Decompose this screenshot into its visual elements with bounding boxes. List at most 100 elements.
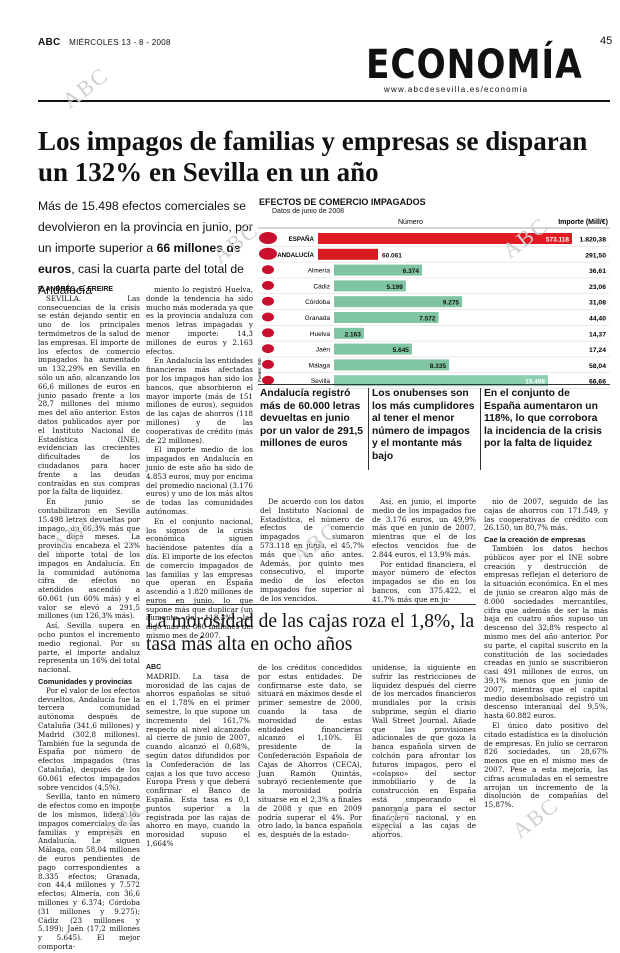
chart-data-label: 2.163 (345, 331, 362, 338)
chart-data-label: 15.498 (525, 379, 545, 386)
chart-importe-label: 23,06 (589, 284, 606, 291)
chart-data-label: 60.061 (382, 252, 402, 259)
chart-data-label: 5.199 (387, 284, 404, 291)
chart-category-label: ANDALUCÍA (277, 251, 314, 259)
pull-quote-1: Andalucía registró más de 60.000 letras … (260, 388, 364, 450)
section-url: www.abcdesevilla.es/economia (384, 85, 529, 94)
pull-quote-3: En el conjunto de España aumentaron un 1… (484, 388, 602, 450)
article-column-3: De acuerdo con los datos del Instituto N… (260, 497, 364, 605)
article-column-4: Así, en junio, el importe medio de los i… (372, 497, 476, 606)
region-map-icon (262, 280, 274, 290)
chart-category-label: Granada (305, 315, 331, 322)
paragraph: Así, en junio, el importe medio de los i… (372, 497, 476, 559)
page-number: 45 (600, 35, 613, 47)
chart-category-label: Almería (308, 268, 331, 275)
chart-bottom-rule (258, 384, 610, 385)
main-headline: Los impagos de familias y empresas se di… (38, 126, 588, 187)
chart-bar (334, 359, 450, 371)
paragraph: nio de 2007, seguido de las cajas de aho… (484, 497, 608, 533)
paragraph: Así, Sevilla supera en ocho puntos el in… (38, 621, 140, 675)
second-column-b: de los créditos concedidos por estas ent… (258, 663, 362, 840)
second-article-rule (146, 604, 476, 605)
chart-importe-label: 44,40 (589, 316, 606, 323)
region-map-icon (262, 359, 274, 369)
article-column-5: nio de 2007, seguido de las cajas de aho… (484, 497, 608, 811)
paragraph: Por entidad financiera, el mayor número … (372, 559, 476, 604)
chart-category-label: Jaén (316, 347, 330, 354)
chart-bar (318, 233, 572, 244)
column-5-body-b: También los datos hechos públicos ayer p… (484, 543, 608, 810)
column-1-body: SEVILLA. Las consecuencias de la crisis … (38, 293, 140, 675)
chart-importe-label: 31,08 (589, 300, 606, 307)
chart-importe-label: 1.820,38 (580, 237, 607, 244)
chart-data-label: 6.374 (403, 268, 420, 275)
chart-subtitle: Datos de junio de 2008 (272, 208, 344, 215)
region-map-icon (259, 232, 277, 244)
chart-column-header-number: Número (398, 219, 423, 226)
subhead-empresas: Cae la creación de empresas (484, 535, 586, 545)
chart-bar (334, 312, 439, 323)
region-map-icon (262, 344, 274, 354)
masthead-strip: ABC MIÉRCOLES 13 - 8 - 2008 (38, 37, 171, 48)
deck: Más de 15.498 efectos comerciales se dev… (38, 196, 266, 301)
column-5-body: nio de 2007, seguido de las cajas de aho… (484, 497, 608, 533)
byline: P. ANDRÉS, E. FREIRE (38, 286, 114, 293)
chart-bar (334, 264, 423, 276)
chart-bar (318, 248, 378, 260)
deck-highlight: 66 millones de euros (38, 241, 241, 276)
column-4-body: Así, en junio, el importe medio de los i… (372, 497, 476, 605)
chart-bar (334, 327, 364, 339)
second-column-b-text: de los créditos concedidos por estas ent… (258, 663, 362, 840)
article-column-1: P. ANDRÉS, E. FREIRE SEVILLA. Las consec… (38, 286, 140, 953)
second-column-a-text: MADRID. La tasa de morosidad de las caja… (146, 671, 250, 848)
paragraph: SEVILLA. Las consecuencias de la crisis … (38, 293, 140, 497)
chart-category-label: Cádiz (313, 283, 330, 290)
second-headline: La morosidad de las cajas roza el 1,8%, … (146, 611, 475, 655)
chart-source: Fuente: INE (258, 358, 262, 382)
chart-bar (334, 280, 406, 292)
chart-data-label: 7.572 (419, 316, 436, 323)
chart-importe-label: 58,04 (589, 363, 606, 370)
chart-importe-label: 291,50 (585, 252, 606, 259)
subhead-comunidades: Comunidades y provincias (38, 677, 133, 687)
second-column-c: unidense, la siguiente en sufrir las res… (372, 663, 476, 840)
article-column-2: miento lo registró Huelva, donde la tend… (146, 285, 253, 642)
paragraph: En junio se contabilizaron en Sevilla 15… (38, 497, 140, 621)
issue-date: MIÉRCOLES 13 - 8 - 2008 (69, 38, 171, 47)
deck-text-end: , casi la cuarta parte del total de Anda… (38, 262, 244, 297)
paragraph: miento lo registró Huelva, donde la tend… (146, 285, 253, 356)
pull-quote-2: Los onubenses son los más cumplidores al… (372, 388, 475, 462)
chart-importe-label: 14,37 (589, 331, 606, 338)
chart-title: EFECTOS DE COMERCIO IMPAGADOS (259, 197, 426, 207)
chart-bar (334, 343, 412, 355)
second-column-c-text: unidense, la siguiente en sufrir las res… (372, 663, 476, 840)
second-byline: ABC (146, 664, 162, 671)
chart-category-label: Málaga (309, 362, 331, 369)
chart-importe-label: 36,61 (589, 268, 606, 275)
section-title: ECONOMÍA (366, 42, 583, 88)
paragraph: También los datos hechos públicos ayer p… (484, 543, 608, 721)
chart-bar (334, 375, 548, 387)
pull-divider-1 (368, 388, 369, 470)
deck-text-start: Más de 15.498 efectos comerciales se dev… (38, 199, 253, 255)
chart-category-label: Huelva (310, 331, 331, 338)
paragraph: En Andalucía las entidades financieras m… (146, 356, 253, 445)
region-map-icon (262, 375, 274, 385)
paragraph: El único dato positivo del citado estadí… (484, 720, 608, 810)
chart-importe-label: 17,24 (589, 347, 606, 354)
chart-data-label: 9.275 (443, 300, 460, 307)
region-map-icon (262, 328, 274, 338)
chart-data-label: 5.645 (393, 347, 410, 354)
watermark-abc: ABC (57, 61, 114, 114)
header-rule (38, 100, 610, 102)
paragraph: De acuerdo con los datos del Instituto N… (260, 497, 364, 603)
region-map-icon (262, 296, 274, 306)
region-map-icon (262, 312, 274, 322)
chart-importe-label: 66,66 (589, 379, 606, 386)
paragraph: El importe medio de los impagados en And… (146, 445, 253, 516)
column-3-body: De acuerdo con los datos del Instituto N… (260, 497, 364, 604)
pull-divider-2 (480, 388, 481, 470)
paragraph: En el conjunto nacional, los signos de l… (146, 516, 253, 641)
region-map-icon (262, 265, 274, 275)
paragraph: Por el valor de los efectos devueltos, A… (38, 685, 140, 792)
